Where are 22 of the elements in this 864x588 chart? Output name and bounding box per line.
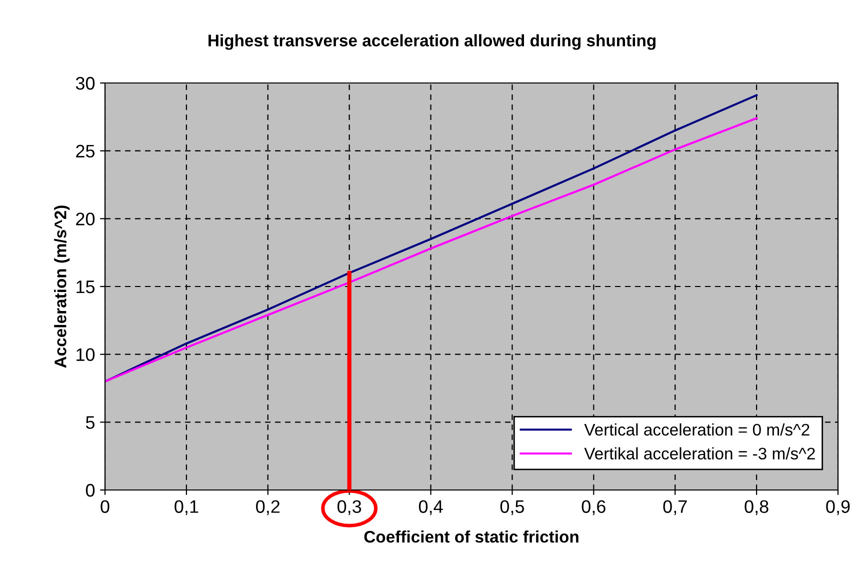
x-tick-label: 0,3 [337,500,362,516]
y-tick-label: 0 [86,484,95,497]
y-tick-label: 20 [76,212,95,226]
legend-label: Vertikal acceleration = -3 m/s^2 [584,447,815,460]
y-axis-title: Acceleration (m/s^2) [54,206,70,368]
x-tick-label: 0,1 [174,500,198,516]
legend-label: Vertical acceleration = 0 m/s^2 [584,423,810,436]
x-axis-title: Coefficient of static friction [364,530,578,543]
y-tick-label: 10 [76,348,95,362]
x-tick-label: 0,9 [826,500,850,516]
x-tick-label: 0,2 [256,500,280,516]
x-tick-label: 0,4 [418,500,443,516]
x-tick-label: 0 [100,500,110,513]
y-tick-label: 30 [76,76,95,90]
x-tick-label: 0,8 [744,500,768,516]
x-tick-label: 0,6 [582,500,606,516]
x-tick-label: 0,5 [500,500,524,516]
chart-title: Highest transverse acceleration allowed during shunting [208,34,656,50]
y-tick-label: 5 [86,416,95,429]
y-tick-label: 25 [76,144,95,158]
x-tick-label: 0,7 [663,500,687,516]
y-tick-label: 15 [76,280,95,294]
